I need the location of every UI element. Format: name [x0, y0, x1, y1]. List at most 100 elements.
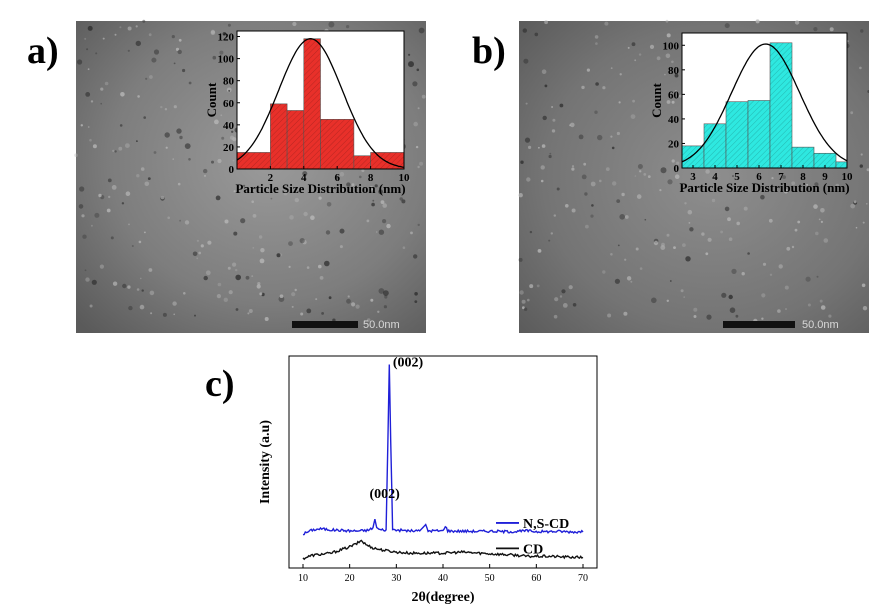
tem-particle	[140, 277, 142, 280]
tem-particle	[806, 183, 809, 186]
tem-particle	[671, 60, 674, 64]
tem-particle	[524, 137, 531, 143]
tem-particle	[179, 135, 183, 140]
tem-particle	[639, 267, 643, 270]
tem-particle	[618, 101, 621, 104]
tem-particle	[335, 175, 340, 180]
tem-particle	[220, 114, 223, 117]
tem-particle	[215, 195, 221, 201]
tem-particle	[227, 23, 231, 27]
tem-particle	[127, 26, 132, 31]
tem-particle	[569, 124, 571, 127]
tem-particle	[665, 53, 671, 59]
tem-particle	[125, 143, 130, 149]
histogram-bar-hatch	[353, 155, 371, 169]
panel-label-a: a)	[27, 30, 59, 72]
tem-particle	[418, 27, 425, 34]
tem-particle	[243, 184, 246, 187]
tem-particle	[288, 241, 293, 247]
tem-particle	[410, 231, 413, 235]
tem-particle	[761, 293, 766, 298]
tem-particle	[203, 275, 208, 281]
tem-particle	[153, 151, 157, 154]
tem-particle	[99, 264, 104, 269]
tem-particle	[74, 153, 78, 157]
tem-particle	[153, 49, 160, 55]
tem-particle	[674, 42, 677, 46]
tem-particle	[693, 307, 698, 312]
tem-particle	[107, 178, 112, 183]
tem-particle	[380, 200, 385, 205]
tem-particle	[413, 121, 419, 127]
tem-particle	[366, 318, 371, 322]
tem-particle	[771, 177, 774, 180]
tem-particle	[666, 33, 671, 38]
tem-particle	[184, 220, 190, 225]
tem-particle	[612, 181, 617, 186]
y-tick-label: 60	[668, 89, 680, 101]
xrd-chart: 10 20 30 40 50 60 70 (002) (002) N,S-CD CD 2θ(degre…	[258, 355, 598, 605]
tem-particle	[619, 214, 625, 220]
tem-particle	[175, 47, 180, 52]
tem-particle	[724, 23, 730, 29]
tem-particle	[599, 179, 602, 183]
tem-particle	[853, 200, 857, 204]
tem-particle	[551, 106, 554, 108]
tem-particle	[112, 281, 118, 286]
tem-particle	[291, 305, 294, 308]
tem-particle	[421, 94, 426, 99]
tem-particle	[260, 248, 265, 253]
tem-particle	[866, 203, 868, 205]
tem-particle	[528, 145, 532, 149]
tem-particle	[414, 300, 418, 303]
tem-particle	[402, 246, 406, 249]
tem-particle	[721, 292, 727, 298]
tem-particle	[707, 237, 712, 242]
y-tick-label: 120	[218, 32, 235, 44]
tem-particle	[122, 283, 127, 289]
tem-particle	[818, 218, 821, 221]
tem-particle	[518, 193, 523, 198]
tem-particle	[571, 208, 576, 213]
tem-particle	[138, 240, 142, 244]
tem-particle	[203, 168, 208, 174]
tem-particle	[594, 110, 598, 114]
tem-particle	[80, 124, 84, 127]
tem-particle	[630, 114, 636, 119]
tem-particle	[143, 116, 146, 119]
gaussian-fit-curve	[681, 43, 848, 163]
tem-particle	[351, 302, 356, 307]
tem-particle	[522, 28, 527, 33]
tem-particle	[414, 292, 418, 296]
tem-particle	[541, 144, 546, 148]
tem-particle	[835, 183, 840, 188]
panel-label-c: c)	[205, 363, 235, 405]
y-axis-label: Count	[204, 82, 219, 117]
tem-particle	[540, 165, 545, 170]
tem-particle	[378, 229, 385, 235]
tem-particle	[383, 305, 387, 309]
tem-particle	[214, 119, 219, 125]
tem-particle	[321, 312, 324, 315]
tem-particle	[583, 162, 587, 166]
tem-particle	[617, 244, 620, 247]
tem-particle	[639, 170, 642, 173]
histogram-bar-hatch	[748, 100, 770, 168]
tem-particle	[148, 268, 153, 272]
tem-particle	[768, 218, 773, 223]
tem-particle	[671, 159, 675, 163]
tem-particle	[777, 309, 781, 313]
tem-particle	[371, 202, 375, 207]
tem-particle	[571, 167, 575, 171]
tem-particle	[594, 35, 599, 39]
tem-particle	[408, 53, 411, 56]
tem-particle	[778, 264, 783, 269]
tem-particle	[114, 33, 117, 36]
tem-particle	[366, 219, 370, 223]
tem-particle	[141, 289, 144, 292]
tem-particle	[791, 181, 796, 186]
tem-particle	[386, 223, 391, 229]
plot-frame	[681, 32, 848, 169]
tem-particle	[823, 238, 829, 243]
tem-particle	[685, 256, 691, 262]
